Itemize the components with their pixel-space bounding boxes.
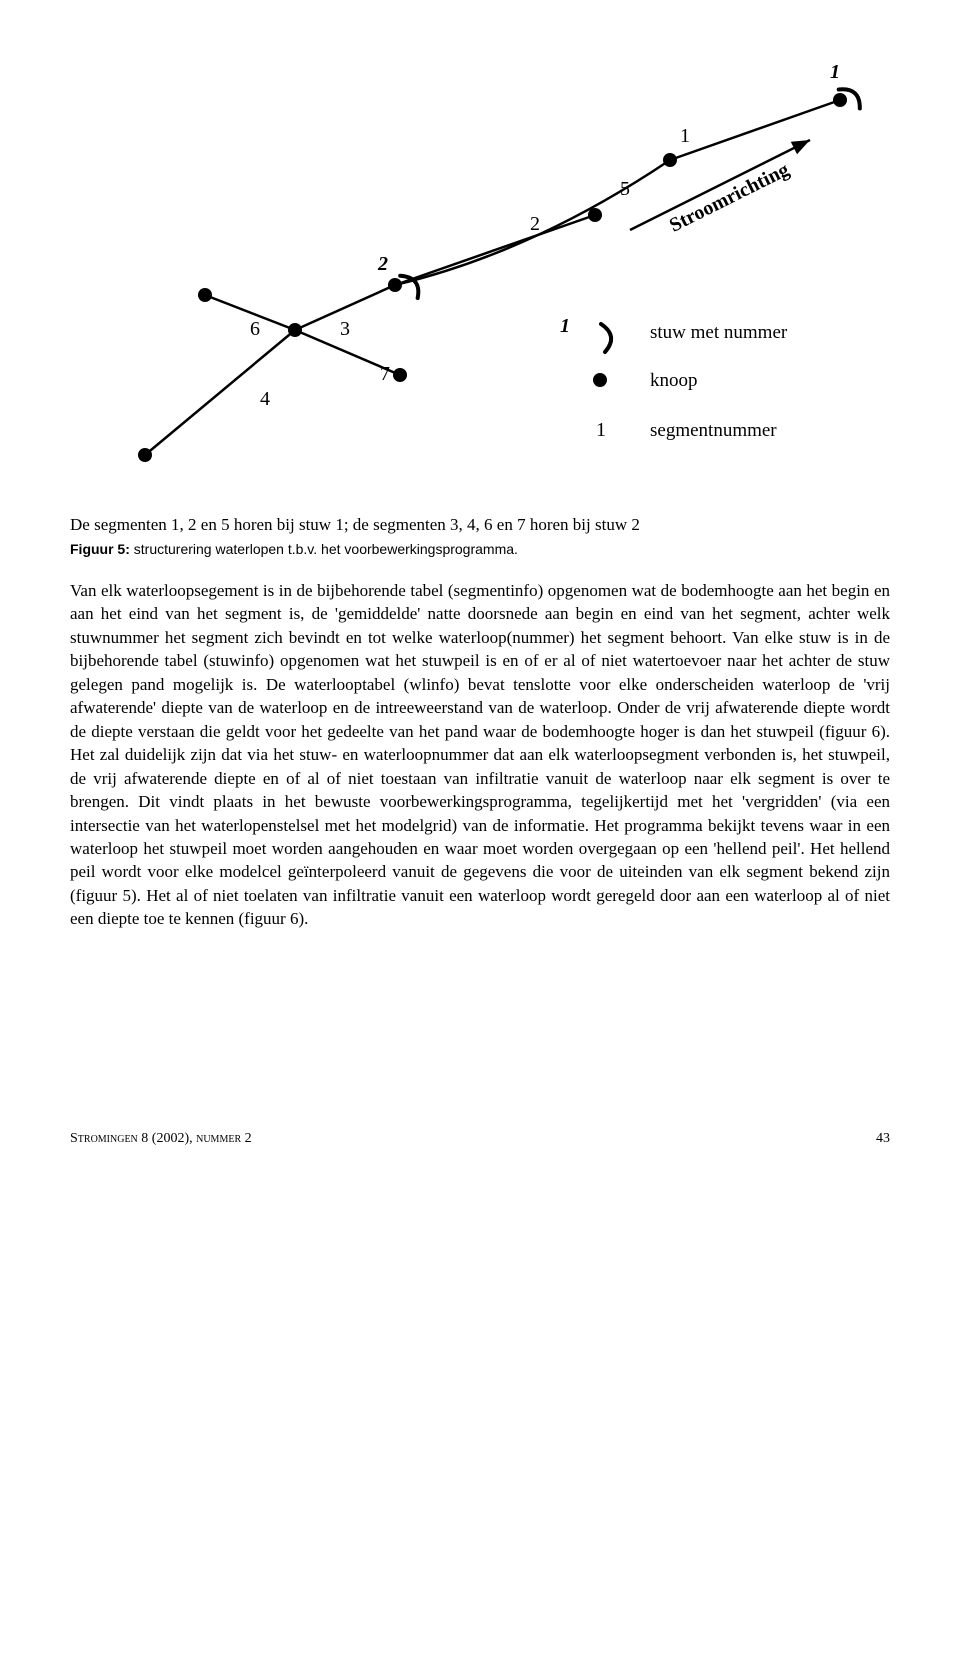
svg-text:knoop: knoop <box>650 370 698 391</box>
svg-text:7: 7 <box>380 363 390 385</box>
figure-caption-sentence: De segmenten 1, 2 en 5 horen bij stuw 1;… <box>70 515 890 535</box>
svg-text:6: 6 <box>250 318 260 340</box>
body-paragraph: Van elk waterloopsegement is in de bijbe… <box>70 579 890 931</box>
figure-5-container: Stroomrichting 1 1 5 2 2 3 6 7 4 1 stuw met nummer k… <box>70 60 890 495</box>
figure-caption-text: structurering waterlopen t.b.v. het voor… <box>130 541 518 557</box>
figure-caption-label: Figuur 5: structurering waterlopen t.b.v… <box>70 541 890 557</box>
svg-text:4: 4 <box>260 388 270 410</box>
page-footer: Stromingen 8 (2002), nummer 2 43 <box>70 1131 890 1147</box>
svg-text:3: 3 <box>340 318 350 340</box>
svg-text:1: 1 <box>680 125 690 147</box>
svg-text:Stroomrichting: Stroomrichting <box>666 159 793 237</box>
footer-journal: Stromingen 8 (2002), nummer 2 <box>70 1131 252 1147</box>
svg-text:segmentnummer: segmentnummer <box>650 420 777 441</box>
page: Stroomrichting 1 1 5 2 2 3 6 7 4 1 stuw met nummer k… <box>0 0 960 1187</box>
figure-5-diagram: Stroomrichting 1 1 5 2 2 3 6 7 4 1 stuw met nummer k… <box>90 60 870 490</box>
svg-text:2: 2 <box>377 253 388 275</box>
svg-text:1: 1 <box>560 315 570 337</box>
svg-text:1: 1 <box>830 61 840 83</box>
svg-text:5: 5 <box>620 178 630 200</box>
svg-text:2: 2 <box>530 213 540 235</box>
figure-number: Figuur 5: <box>70 541 130 557</box>
footer-page-number: 43 <box>876 1131 890 1147</box>
svg-text:stuw met nummer: stuw met nummer <box>650 322 788 343</box>
svg-text:1: 1 <box>596 419 606 441</box>
